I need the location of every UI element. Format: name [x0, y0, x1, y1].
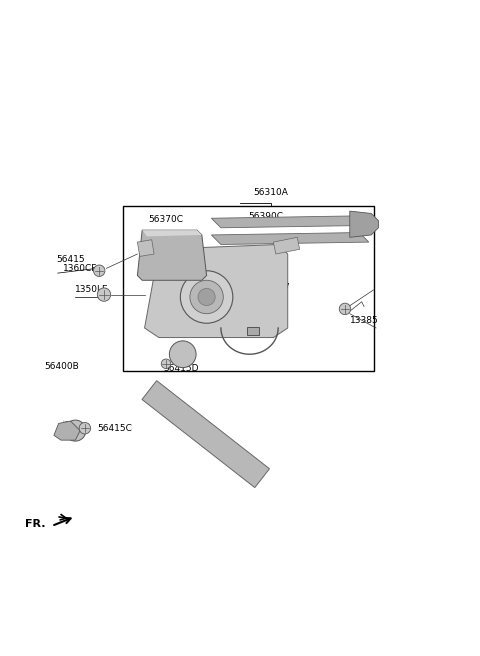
Circle shape [190, 280, 223, 314]
Polygon shape [137, 230, 206, 280]
Polygon shape [142, 380, 269, 487]
Circle shape [65, 420, 86, 441]
Text: 1360CF: 1360CF [63, 264, 98, 273]
Text: 13385: 13385 [350, 316, 379, 325]
Text: 56400B: 56400B [44, 362, 79, 371]
Polygon shape [274, 237, 300, 254]
Text: 56397: 56397 [262, 283, 290, 292]
Polygon shape [137, 239, 154, 256]
Circle shape [169, 341, 196, 367]
Circle shape [198, 289, 215, 306]
Text: FR.: FR. [25, 519, 46, 529]
Text: 56415D: 56415D [164, 364, 199, 373]
Text: 56415C: 56415C [97, 424, 132, 433]
Polygon shape [144, 245, 288, 338]
Text: 56415: 56415 [56, 255, 85, 264]
Bar [247, 327, 259, 335]
Polygon shape [350, 211, 378, 237]
Circle shape [339, 303, 351, 315]
Text: 56370C: 56370C [148, 215, 183, 224]
Circle shape [94, 265, 105, 276]
Polygon shape [142, 230, 202, 236]
Text: 56310A: 56310A [253, 188, 288, 197]
Circle shape [97, 288, 111, 301]
Circle shape [79, 422, 91, 434]
Circle shape [180, 271, 233, 323]
Polygon shape [211, 216, 369, 228]
Text: 1350LE: 1350LE [75, 285, 109, 294]
Polygon shape [54, 421, 80, 440]
Text: 56390C: 56390C [249, 212, 284, 220]
Circle shape [161, 359, 171, 369]
Polygon shape [211, 233, 369, 245]
Bar [123, 206, 373, 371]
